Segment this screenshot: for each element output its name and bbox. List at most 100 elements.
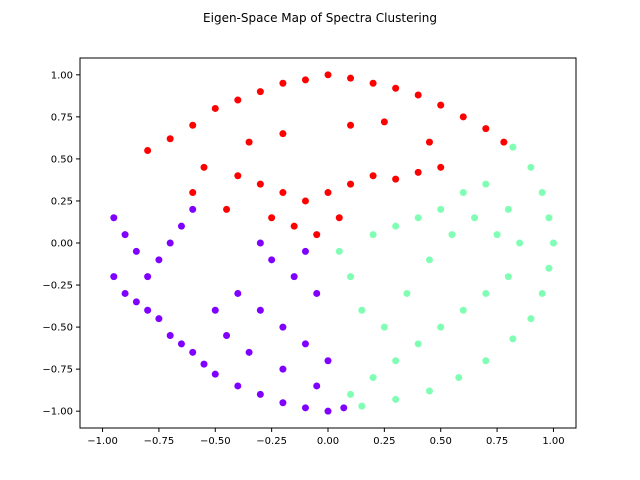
scatter-point — [301, 76, 309, 84]
y-axis: −1.00 −0.75 −0.50 −0.25 0.00 0.25 0.50 0.75 1.00 — [42, 70, 80, 418]
scatter-point — [301, 340, 309, 348]
scatter-point — [301, 247, 309, 255]
scatter-point — [256, 180, 264, 188]
scatter-point — [313, 289, 321, 297]
scatter-point — [545, 214, 553, 222]
scatter-point — [110, 214, 118, 222]
scatter-point — [459, 113, 467, 121]
scatter-point — [177, 222, 185, 230]
scatter-point — [211, 104, 219, 112]
scatter-point — [324, 71, 332, 79]
scatter-point — [189, 348, 197, 356]
chart-title: Eigen-Space Map of Spectra Clustering — [203, 11, 437, 25]
scatter-point — [545, 264, 553, 272]
scatter-point — [500, 138, 508, 146]
y-tick-label: −0.25 — [42, 281, 73, 292]
scatter-point — [437, 205, 445, 213]
scatter-point — [527, 315, 535, 323]
scatter-point — [335, 214, 343, 222]
scatter-point — [347, 273, 355, 281]
scatter-point — [504, 273, 512, 281]
scatter-point — [256, 88, 264, 96]
scatter-point — [538, 189, 546, 197]
scatter-point — [223, 205, 231, 213]
scatter-point — [482, 357, 490, 365]
scatter-point — [369, 374, 377, 382]
scatter-point — [482, 289, 490, 297]
scatter-point — [392, 175, 400, 183]
scatter-point — [256, 306, 264, 314]
scatter-point — [392, 84, 400, 92]
scatter-point — [110, 273, 118, 281]
scatter-point — [155, 256, 163, 264]
scatter-point — [380, 118, 388, 126]
scatter-point — [279, 399, 287, 407]
scatter-point — [279, 130, 287, 138]
scatter-point — [538, 289, 546, 297]
scatter-point — [369, 172, 377, 180]
scatter-point — [234, 289, 242, 297]
y-tick-label: −1.00 — [42, 407, 73, 418]
y-tick-label: −0.50 — [42, 323, 73, 334]
scatter-point — [347, 180, 355, 188]
scatter-point — [144, 306, 152, 314]
scatter-point — [200, 360, 208, 368]
scatter-point — [211, 370, 219, 378]
scatter-point — [392, 395, 400, 403]
y-tick-label: 0.50 — [51, 154, 73, 165]
x-tick-label: 0.75 — [486, 436, 508, 447]
x-tick-label: 0.25 — [373, 436, 395, 447]
y-tick-label: 0.25 — [51, 196, 73, 207]
scatter-point — [189, 121, 197, 129]
scatter-point — [425, 256, 433, 264]
scatter-point — [347, 74, 355, 82]
scatter-point — [279, 323, 287, 331]
scatter-point — [448, 231, 456, 239]
scatter-point — [301, 197, 309, 205]
scatter-point — [324, 357, 332, 365]
scatter-point — [279, 189, 287, 197]
scatter-point — [369, 231, 377, 239]
scatter-point — [335, 247, 343, 255]
scatter-point — [414, 214, 422, 222]
scatter-point — [256, 239, 264, 247]
scatter-point — [482, 125, 490, 133]
y-tick-label: 1.00 — [51, 70, 73, 81]
scatter-point — [459, 189, 467, 197]
scatter-point — [223, 332, 231, 339]
scatter-point — [347, 390, 355, 398]
scatter-point — [437, 323, 445, 331]
scatter-point — [121, 289, 129, 297]
scatter-point — [482, 180, 490, 188]
scatter-point — [414, 91, 422, 99]
scatter-point — [301, 404, 309, 412]
scatter-point — [516, 239, 524, 247]
scatter-point — [493, 231, 501, 239]
scatter-point — [509, 335, 517, 343]
scatter-point — [324, 189, 332, 197]
y-tick-label: 0.75 — [51, 112, 73, 123]
scatter-point — [144, 273, 152, 281]
scatter-point — [437, 101, 445, 109]
scatter-point — [313, 382, 321, 390]
scatter-point — [279, 365, 287, 373]
scatter-point — [425, 138, 433, 146]
scatter-point — [132, 298, 140, 306]
scatter-point — [234, 96, 242, 104]
scatter-point — [471, 214, 479, 222]
scatter-point — [189, 205, 197, 213]
scatter-point — [155, 315, 163, 323]
scatter-point — [509, 143, 517, 151]
x-tick-label: 0.00 — [317, 436, 339, 447]
x-tick-label: −1.00 — [87, 436, 118, 447]
scatter-point — [290, 222, 298, 230]
scatter-point — [437, 163, 445, 171]
x-tick-label: −0.25 — [256, 436, 287, 447]
scatter-point — [392, 222, 400, 230]
scatter-point — [245, 138, 253, 146]
scatter-point — [358, 306, 366, 314]
scatter-point — [290, 273, 298, 281]
scatter-point — [414, 168, 422, 176]
points-layer — [110, 71, 557, 415]
